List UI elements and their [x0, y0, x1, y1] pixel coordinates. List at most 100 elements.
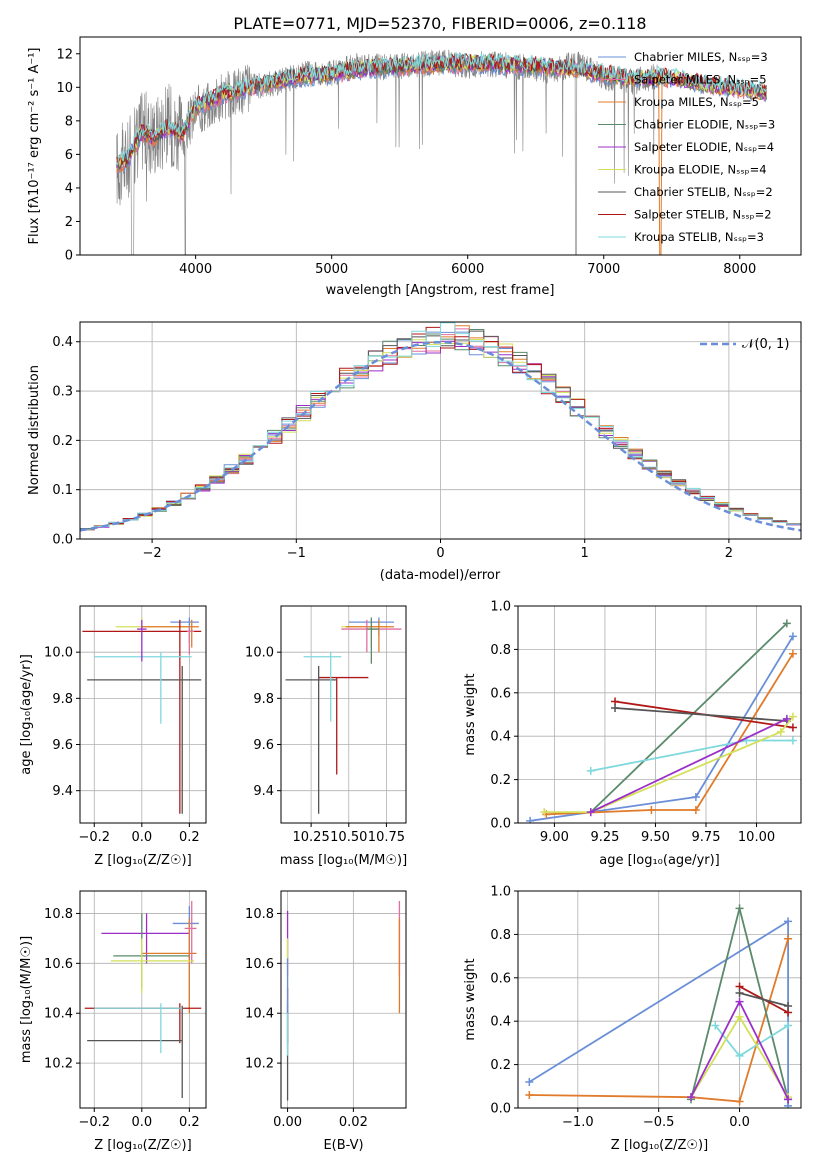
- residual-ytick-label: 0.4: [52, 335, 73, 350]
- age-vs-Z-ylabel: age [log₁₀(age/yr)]: [19, 654, 34, 775]
- spectrum-legend-label: Kroupa STELIB, Nₛₛₚ=3: [634, 230, 764, 244]
- mass-weight-vs-age-marker: [782, 619, 791, 628]
- spectrum-xtick-label: 7000: [587, 262, 620, 277]
- mass-weight-vs-age-ytick-label: 1.0: [490, 600, 511, 615]
- mass-weight-vs-Z-marker: [784, 917, 793, 926]
- spectrum-legend: Chabrier MILES, Nₛₛₚ=3 Salpeter MILES, Nₛ…: [598, 50, 775, 244]
- mass-weight-vs-Z-marker: [525, 1090, 534, 1099]
- mass-weight-vs-Z-area: [525, 904, 793, 1108]
- mass-weight-vs-Z-xtick-label: −0.5: [643, 1115, 675, 1130]
- age-vs-Z-ytick-label: 9.8: [52, 692, 73, 707]
- mass-weight-vs-Z-series-line: [714, 1024, 789, 1058]
- spectrum-ytick-label: 2: [65, 215, 73, 230]
- mass-weight-vs-Z-ylabel: mass weight: [463, 958, 478, 1040]
- mass-weight-vs-age-marker: [788, 723, 797, 732]
- mass-weight-vs-Z-frame: [517, 890, 802, 1109]
- mass-weight-vs-Z-marker: [784, 1021, 793, 1030]
- mass-vs-EBV-ytick-label: 10.4: [245, 1007, 274, 1022]
- spectrum-legend-label: Salpeter ELODIE, Nₛₛₚ=4: [634, 140, 774, 154]
- mass-weight-vs-Z-marker: [735, 988, 744, 997]
- age-vs-mass-xtick-label: 10.75: [368, 830, 405, 845]
- residual-histogram: [80, 322, 801, 530]
- mass-weight-vs-Z-marker: [735, 1012, 744, 1021]
- age-vs-mass-ytick-label: 10.0: [245, 646, 274, 661]
- mass-weight-vs-Z-ytick-label: 0.8: [490, 928, 511, 943]
- mass-weight-vs-age-marker: [788, 649, 797, 658]
- spectrum-ytick-label: 6: [65, 148, 73, 163]
- age-vs-Z-panel: −0.2 0.0 0.2 9.4 9.6 9.8 10.0 Z [log₁₀(Z/Z☉)] ag…: [19, 605, 207, 868]
- mass-vs-Z-xtick-label: −0.2: [78, 1115, 110, 1130]
- age-vs-Z-area: [82, 617, 202, 814]
- mass-weight-vs-age-series-line: [544, 716, 794, 813]
- age-vs-Z-xtick-label: −0.2: [78, 830, 110, 845]
- mass-weight-vs-Z-ytick-label: 0.0: [490, 1102, 511, 1117]
- mass-vs-Z-ylabel: mass [log₁₀(M/M☉)]: [19, 936, 34, 1063]
- spectrum-legend-label: Kroupa MILES, Nₛₛₚ=5: [634, 95, 759, 109]
- residual-legend: 𝒩(0, 1): [700, 337, 789, 352]
- mass-weight-vs-Z-series-line: [529, 938, 789, 1103]
- mass-vs-Z-panel: −0.2 0.0 0.2 10.2 10.4 10.6 10.8 Z [log₁₀(Z/Z☉)…: [19, 890, 207, 1153]
- mass-weight-vs-age-marker: [611, 703, 620, 712]
- spectrum-model-line: [116, 52, 767, 166]
- age-vs-Z-ytick-label: 9.6: [52, 738, 73, 753]
- spectrum-data-line: [116, 49, 659, 255]
- mass-vs-Z-ytick-label: 10.8: [44, 907, 73, 922]
- mass-weight-vs-age-ytick-label: 0.6: [490, 686, 511, 701]
- age-vs-mass-ytick-label: 9.6: [253, 738, 274, 753]
- mass-vs-EBV-ytick-label: 10.2: [245, 1057, 274, 1072]
- mass-weight-vs-age-marker: [647, 805, 656, 814]
- age-vs-Z-xlabel: Z [log₁₀(Z/Z☉)]: [94, 853, 191, 868]
- mass-weight-vs-age-xtick-label: 9.00: [540, 830, 569, 845]
- mass-weight-vs-age-area: [526, 619, 797, 823]
- mass-vs-Z-ytick-label: 10.4: [44, 1007, 73, 1022]
- mass-weight-vs-Z-series-line: [739, 992, 789, 1007]
- mass-weight-vs-age-marker: [788, 632, 797, 641]
- residual-ytick-label: 0.3: [52, 385, 73, 400]
- mass-weight-vs-Z-ytick-label: 0.6: [490, 971, 511, 986]
- spectrum-legend-label: Chabrier MILES, Nₛₛₚ=3: [634, 50, 768, 64]
- mass-weight-vs-age-ytick-label: 0.8: [490, 643, 511, 658]
- mass-weight-vs-Z-marker: [735, 1097, 744, 1106]
- spectrum-panel: PLATE=0771, MJD=52370, FIBERID=0006, z=0…: [27, 14, 802, 298]
- mass-weight-vs-age-ytick-label: 0.4: [490, 730, 511, 745]
- mass-weight-vs-Z-xtick-label: −1.0: [562, 1115, 594, 1130]
- age-vs-mass-area: [285, 617, 402, 814]
- age-vs-Z-xtick-label: 0.2: [179, 830, 200, 845]
- mass-weight-vs-age-marker: [782, 714, 791, 723]
- mass-vs-Z-xtick-label: 0.2: [179, 1115, 200, 1130]
- mass-weight-vs-age-series-line: [590, 717, 788, 813]
- mass-vs-EBV-xtick-label: 0.00: [273, 1115, 302, 1130]
- mass-weight-vs-age-panel: 9.00 9.25 9.50 9.75 10.00 0.0 0.2 0.4 0.6 0.8 1.0 a…: [463, 600, 802, 868]
- mass-weight-vs-Z-xlabel: Z [log₁₀(Z/Z☉)]: [611, 1138, 708, 1153]
- spectrum-model-line: [116, 52, 767, 166]
- mass-weight-vs-age-series-line: [590, 622, 788, 813]
- spectrum-legend-label: Salpeter MILES, Nₛₛₚ=5: [634, 73, 767, 87]
- mass-weight-vs-Z-ytick-label: 0.2: [490, 1058, 511, 1073]
- age-vs-mass-xtick-label: 10.50: [330, 830, 367, 845]
- residual-ytick-label: 0.2: [52, 434, 73, 449]
- mass-vs-EBV-xtick-label: 0.02: [339, 1115, 368, 1130]
- spectrum-legend-label: Chabrier ELODIE, Nₛₛₚ=3: [634, 118, 775, 132]
- mass-weight-vs-age-xtick-label: 9.50: [641, 830, 670, 845]
- mass-weight-vs-age-marker: [691, 792, 700, 801]
- mass-vs-Z-xtick-label: 0.0: [131, 1115, 152, 1130]
- mass-vs-Z-ytick-label: 10.2: [44, 1057, 73, 1072]
- age-vs-mass-panel: 10.25 10.50 10.75 9.4 9.6 9.8 10.0 mass [log₁₀(…: [245, 605, 407, 868]
- spectrum-ytick-label: 10: [56, 81, 73, 96]
- mass-weight-vs-age-marker: [691, 805, 700, 814]
- residual-xtick-label: −1: [287, 546, 306, 561]
- spectrum-ytick-label: 12: [56, 47, 73, 62]
- spectrum-frame: [79, 36, 802, 256]
- age-vs-Z-ytick-label: 10.0: [44, 646, 73, 661]
- mass-weight-vs-age-ytick-label: 0.0: [490, 817, 511, 832]
- mass-weight-vs-age-xtick-label: 9.25: [590, 830, 619, 845]
- residual-xtick-label: 1: [581, 546, 589, 561]
- spectrum-area: [116, 49, 767, 255]
- age-vs-Z-frame: [79, 605, 207, 824]
- spectrum-ylabel: Flux [fλ10⁻¹⁷ erg cm⁻² s⁻¹ A⁻¹]: [27, 48, 42, 245]
- spectrum-xtick-label: 5000: [315, 262, 348, 277]
- spectrum-xtick-label: 4000: [179, 262, 212, 277]
- spectrum-xlabel: wavelength [Angstrom, rest frame]: [326, 283, 555, 298]
- mass-weight-vs-Z-marker: [735, 997, 744, 1006]
